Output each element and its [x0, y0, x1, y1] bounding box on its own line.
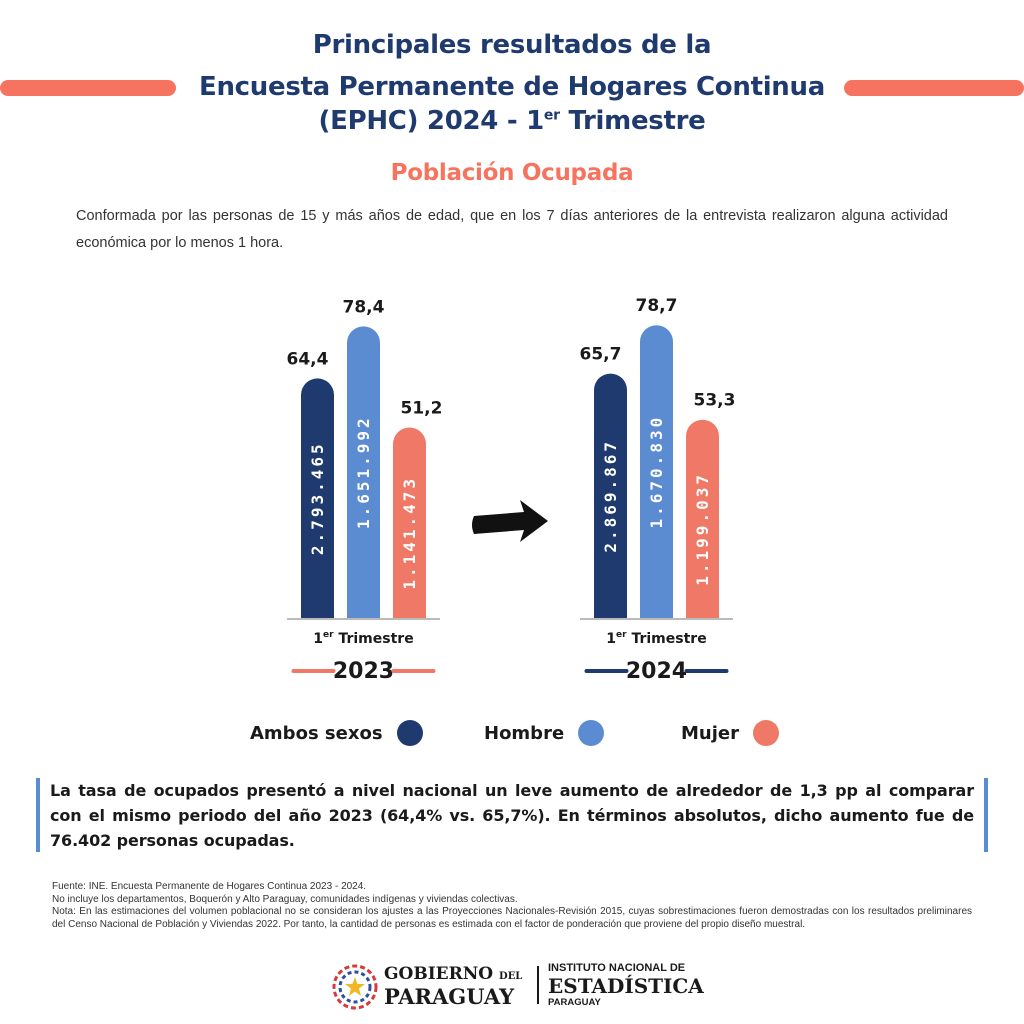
bar-count-2023-2: 1.141.473: [400, 476, 419, 590]
bar-count-2023-0: 2.793.465: [308, 441, 327, 555]
chart-2023: 2.793.465 64,4 1.651.992 78,4 1.141.473 51,2 1…: [287, 297, 443, 684]
gov-line2: PARAGUAY: [384, 984, 515, 1009]
ine-line2: ESTADÍSTICA: [548, 974, 704, 998]
bar-count-2023-1: 1.651.992: [354, 415, 373, 529]
bar-2023-2: [393, 427, 426, 618]
title-line-1: Principales resultados de la: [312, 30, 712, 60]
bar-2024-0: [594, 373, 627, 618]
bar-charts: 2.793.465 64,4 1.651.992 78,4 1.141.473 51,2 1…: [287, 296, 736, 684]
definition-text: Conformada por las personas de 15 y más …: [76, 208, 948, 251]
title-decor-right: [844, 80, 1024, 96]
footnotes: Fuente: INE. Encuesta Permanente de Hoga…: [52, 881, 972, 931]
section-title: Población Ocupada: [390, 160, 634, 186]
bar-value-2023-1: 78,4: [343, 297, 385, 317]
bar-count-2024-0: 2.869.867: [601, 439, 620, 553]
legend-label-ambos: Ambos sexos: [250, 722, 383, 744]
bar-value-2024-0: 65,7: [580, 345, 622, 365]
bar-value-2024-2: 53,3: [694, 391, 736, 411]
period-label-2024: 1er Trimestre: [606, 630, 706, 647]
bar-count-2024-2: 1.199.037: [693, 472, 712, 586]
government-seal-icon: [332, 964, 378, 1010]
legend-hombre: Hombre: [484, 720, 605, 746]
legend-dot-hombre: [578, 720, 605, 746]
legend-dot-ambos: [396, 720, 423, 746]
year-label-2023: 2023: [333, 659, 394, 684]
period-label-2023: 1er Trimestre: [313, 630, 413, 647]
bar-2024-2: [686, 419, 719, 618]
chart-2024: 2.869.867 65,7 1.670.830 78,7 1.199.037 53,3 1…: [580, 296, 736, 684]
arrow-icon: [472, 500, 548, 542]
summary-box: La tasa de ocupados presentó a nivel nac…: [36, 778, 988, 852]
bar-value-2023-0: 64,4: [287, 349, 329, 369]
gov-del: DEL: [499, 971, 523, 982]
title-decor-left: [0, 80, 176, 96]
methodology-note: Nota: En las estimaciones del volumen po…: [52, 906, 972, 930]
exclusion-note: No incluye los departamentos, Boquerón y…: [52, 893, 518, 905]
ine-line1: INSTITUTO NACIONAL DE: [548, 962, 686, 974]
source-note: Fuente: INE. Encuesta Permanente de Hoga…: [52, 881, 367, 892]
gov-line1: GOBIERNO: [384, 964, 494, 984]
legend-ambos-sexos: Ambos sexos: [250, 720, 423, 746]
bar-2024-1: [640, 325, 673, 618]
legend-label-hombre: Hombre: [484, 722, 565, 744]
bar-count-2024-1: 1.670.830: [647, 415, 666, 529]
government-wordmark: GOBIERNO DEL PARAGUAY: [384, 964, 522, 1007]
legend-label-mujer: Mujer: [681, 722, 739, 744]
bar-value-2023-2: 51,2: [401, 399, 443, 419]
summary-text: La tasa de ocupados presentó a nivel nac…: [50, 781, 974, 850]
title-line-3-post: Trimestre: [559, 106, 706, 136]
legend-dot-mujer: [752, 720, 779, 746]
title-line-3-sup: er: [543, 107, 560, 124]
year-label-2024: 2024: [626, 659, 687, 684]
ine-line3: PARAGUAY: [548, 997, 601, 1008]
title-line-2: Encuesta Permanente de Hogares Continua: [199, 72, 825, 102]
bar-value-2024-1: 78,7: [636, 296, 678, 316]
title-line-3: (EPHC) 2024 - 1er Trimestre: [0, 106, 1024, 136]
bar-2023-0: [301, 378, 334, 618]
logo-divider: [537, 966, 539, 1004]
ine-wordmark: INSTITUTO NACIONAL DE ESTADÍSTICA PARAGU…: [548, 962, 704, 1008]
bar-2023-1: [347, 326, 380, 618]
legend-mujer: Mujer: [681, 720, 779, 746]
title-line-3-pre: (EPHC) 2024 - 1: [318, 106, 545, 136]
footer-logos: GOBIERNO DEL PARAGUAY INSTITUTO NACIONAL…: [332, 962, 704, 1010]
